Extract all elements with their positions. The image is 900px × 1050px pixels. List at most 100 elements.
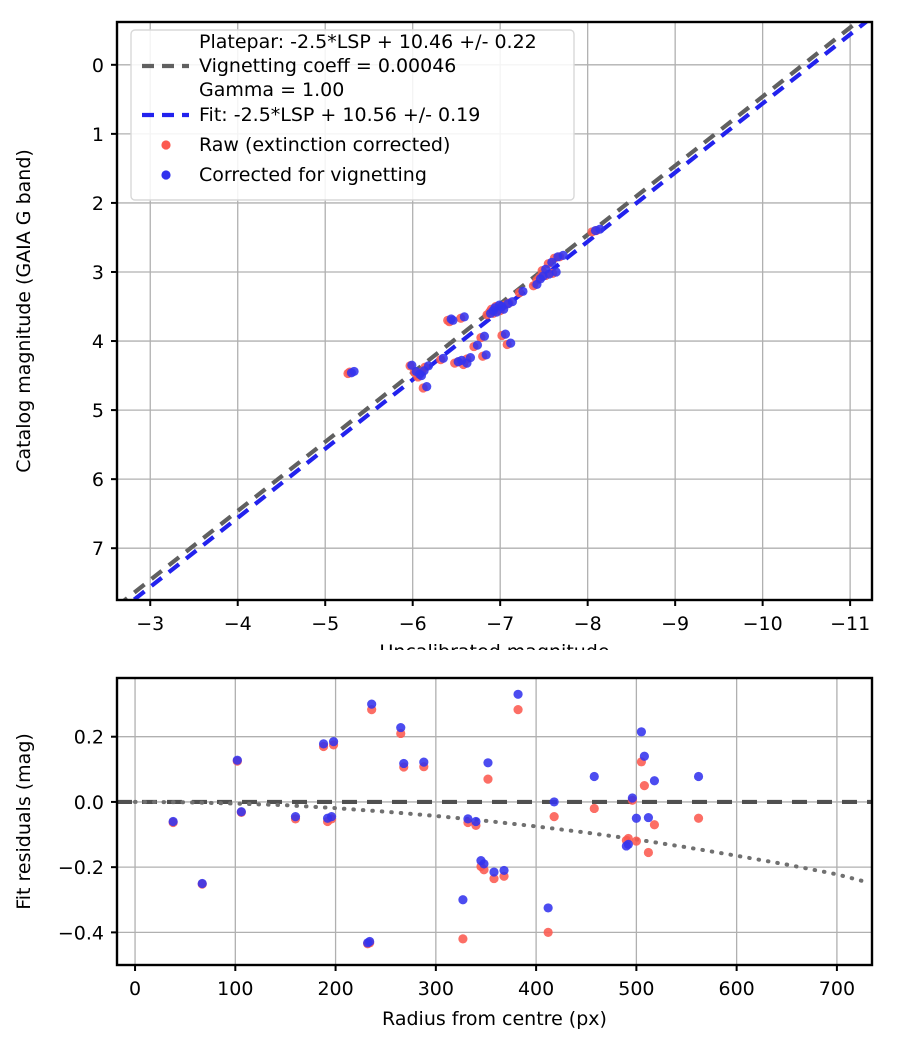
data-point [649,776,660,786]
data-point [558,250,568,261]
fit-line-platepar [121,22,861,600]
y-tick-label: 7 [92,538,104,560]
plot-area [117,689,872,949]
data-point [693,813,704,823]
y-tick-label: 0.0 [74,792,104,814]
x-tick-label: 300 [418,978,454,1000]
x-tick-label: −11 [830,613,870,635]
data-point [168,816,178,827]
x-tick-label: −10 [743,613,783,635]
y-tick-label: 2 [92,193,104,215]
data-point [543,927,553,937]
data-point [481,350,491,360]
residuals-plot: 0 100 200 300 400 500 600 700 0.2 0.0 −0.2 −0.4 Radi… [0,650,900,1050]
data-point [549,797,559,807]
data-point [631,836,641,846]
data-point [318,739,329,749]
data-point [507,297,518,307]
plot-area [121,22,870,600]
y-tick-label: 6 [92,469,104,491]
x-tick-label: −8 [574,613,602,635]
y-tick-label: 4 [92,331,104,353]
data-point [197,878,207,889]
y-tick-label: 1 [92,124,104,146]
data-point [595,224,605,234]
scatter-series-corrected [346,224,605,392]
data-point [589,771,599,782]
data-point [423,361,434,371]
plot-background [0,650,900,1050]
data-point [326,812,337,822]
data-point [438,353,448,363]
legend-label: Gamma = 1.00 [199,79,344,101]
x-tick-label: 0 [129,978,141,1000]
data-point [459,312,469,322]
data-point [623,839,633,849]
data-point [232,755,242,765]
axes-frame [115,676,874,967]
data-point [448,315,458,325]
x-axis-title: Uncalibrated magnitude [379,641,609,650]
data-point [479,859,489,869]
legend-label: Platepar: -2.5*LSP + 10.46 +/- 0.22 [199,31,537,53]
data-point [396,722,406,733]
data-point [365,936,375,947]
data-point [551,267,561,277]
data-point [367,699,377,709]
data-point [290,812,301,822]
data-point [463,814,473,824]
data-point [499,865,509,876]
data-point [236,807,246,817]
y-axis-title: Catalog magnitude (GAIA G band) [13,149,35,473]
legend-marker-swatch [161,140,171,150]
y-tick-label: 5 [92,400,104,422]
data-point [489,873,499,884]
data-point [649,820,660,830]
data-point [506,338,516,348]
data-point [636,727,646,737]
x-tick-label: −6 [399,613,427,635]
x-tick-label: 200 [317,978,353,1000]
x-tick-label: 100 [217,978,253,1000]
x-tick-label: −3 [136,613,164,635]
data-point [419,757,429,767]
data-point [483,758,493,768]
y-axis-title: Fit residuals (mag) [13,733,35,910]
data-point [472,340,483,350]
x-tick-label: −9 [661,613,689,635]
legend-label: Raw (extinction corrected) [199,134,450,156]
data-point [328,736,339,747]
x-tick-label: 600 [719,978,755,1000]
data-point [458,895,468,905]
x-tick-label: 700 [819,978,855,1000]
legend: Platepar: -2.5*LSP + 10.46 +/- 0.22Vigne… [130,29,575,201]
data-point [643,847,654,858]
data-point [543,903,553,913]
x-axis-title: Radius from centre (px) [382,1008,607,1030]
data-point [627,793,637,803]
data-point [643,812,654,823]
y-tick-label: 0.2 [74,727,104,749]
data-point [631,813,641,823]
data-point [458,934,468,944]
axes-frame [115,20,874,602]
magnitude-fit-panel: −3 −4 −5 −6 −7 −8 −9 −10 −11 0 1 2 3 4 5 6 7 Uncalibrated… [13,20,874,650]
vignetting-curve [133,799,869,885]
residuals-panel: 0 100 200 300 400 500 600 700 0.2 0.0 −0.2 −0.4 Radi… [0,650,900,1050]
data-point [399,758,409,769]
data-point [589,803,599,814]
data-point [544,269,554,279]
data-point [639,751,649,761]
fit-line-fit [130,22,870,600]
data-point [483,774,493,784]
legend-box [130,29,575,201]
axes: 0 100 200 300 400 500 600 700 0.2 0.0 −0.2 −0.4 [58,676,874,1000]
x-tick-label: −7 [486,613,514,635]
data-point [349,366,359,377]
x-tick-label: 400 [518,978,554,1000]
y-tick-label: −0.2 [58,857,104,879]
data-point [500,329,511,339]
data-point [693,771,704,782]
y-tick-label: 0 [92,55,104,77]
data-point [422,382,432,392]
